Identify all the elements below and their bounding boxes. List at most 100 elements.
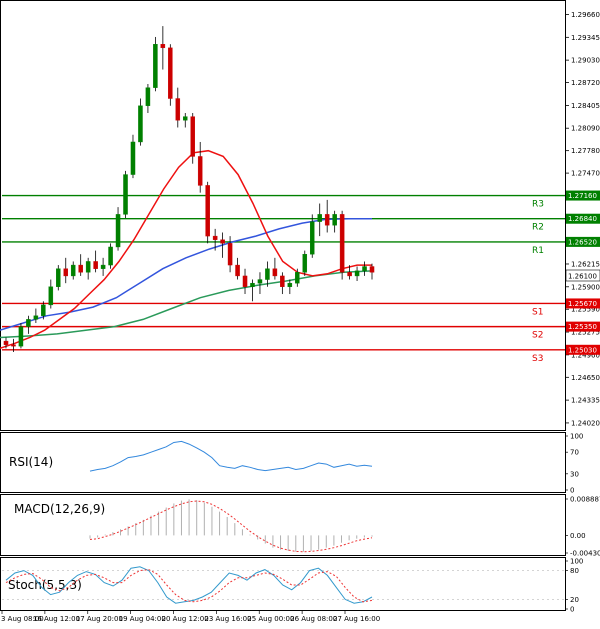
level-price-box bbox=[566, 213, 600, 224]
candle-body bbox=[205, 185, 210, 237]
main-tick-label: 1.24335 bbox=[571, 397, 600, 405]
main-tick-label: 1.27470 bbox=[571, 170, 600, 178]
candle-body bbox=[324, 214, 330, 226]
level-label-s2: S2 bbox=[532, 331, 543, 341]
time-label: 27 Aug 16:00 bbox=[333, 615, 380, 623]
rsi-tick-label: 0 bbox=[570, 487, 574, 495]
candle-body bbox=[280, 275, 285, 287]
candle-body bbox=[183, 116, 188, 121]
candle-body bbox=[265, 268, 270, 280]
rsi-axis: 100 70 30 0 bbox=[565, 433, 583, 495]
level-price-box bbox=[566, 190, 600, 201]
main-tick-label: 1.27780 bbox=[571, 147, 600, 155]
candle-body bbox=[332, 214, 337, 226]
level-label-r3: R3 bbox=[532, 200, 544, 210]
main-tick-label: 1.28405 bbox=[571, 102, 600, 110]
level-price-text: 1.27160 bbox=[568, 192, 597, 200]
candle-body bbox=[18, 326, 24, 347]
macd-signal-line bbox=[89, 500, 373, 553]
macd-tick-label: 0.008887 bbox=[570, 496, 600, 504]
macd-panel: MACD(12,26,9) 0.008887 0.00 -0.004303 bbox=[0, 494, 600, 558]
candle-body bbox=[272, 268, 278, 277]
macd-axis: 0.008887 0.00 -0.004303 bbox=[565, 496, 600, 558]
macd-tick-label: 0.00 bbox=[570, 532, 586, 540]
main-tick-label: 1.24650 bbox=[571, 374, 600, 382]
ma-fast-line bbox=[0, 149, 372, 350]
candle-body bbox=[168, 47, 173, 99]
candle-body bbox=[242, 275, 248, 287]
level-price-text: 1.25030 bbox=[568, 346, 597, 354]
level-price-box bbox=[566, 344, 600, 355]
time-label: 20 Aug 12:00 bbox=[162, 615, 209, 623]
time-label: 17 Aug 20:00 bbox=[76, 615, 123, 623]
candle-body bbox=[369, 266, 375, 273]
candle-body bbox=[227, 243, 233, 266]
candle-body bbox=[250, 282, 255, 287]
stoch-tick-label: 20 bbox=[570, 596, 579, 604]
candle-body bbox=[317, 214, 322, 222]
candle-body bbox=[48, 286, 54, 306]
candle-body bbox=[145, 87, 151, 106]
level-price-text: 1.25670 bbox=[568, 300, 597, 308]
candle-body bbox=[11, 344, 16, 347]
main-tick-label: 1.29030 bbox=[571, 57, 600, 65]
candle-body bbox=[235, 264, 240, 277]
main-tick-label: 1.24960 bbox=[571, 351, 600, 359]
candle-body bbox=[138, 105, 143, 143]
candle-body bbox=[295, 272, 300, 284]
candle-body bbox=[339, 214, 345, 273]
candle-body bbox=[56, 268, 61, 287]
main-tick-label: 1.24020 bbox=[571, 419, 600, 427]
rsi-label: RSI(14) bbox=[9, 455, 53, 469]
rsi-panel: RSI(14) 100 70 30 0 bbox=[0, 432, 583, 495]
candle-body bbox=[108, 246, 113, 266]
main-tick-label: 1.26215 bbox=[571, 260, 600, 268]
time-label: 16 Aug 12:00 bbox=[33, 615, 80, 623]
pivot-levels: R3 1.27160 R2 1.26840 R1 1.26520 S1 1.25670 S2 1.… bbox=[2, 190, 600, 364]
level-price-text: 1.26520 bbox=[568, 238, 597, 246]
time-label: 25 Aug 00:00 bbox=[247, 615, 294, 623]
candle-body bbox=[78, 264, 83, 273]
time-label: 3 Aug 08:00 bbox=[1, 615, 44, 623]
main-panel: 1.29660 1.29345 1.29030 1.28720 1.28405 1.280… bbox=[0, 0, 600, 431]
time-label: 19 Aug 04:00 bbox=[119, 615, 166, 623]
current-price-label: 1.26100 bbox=[565, 269, 600, 282]
candle-body bbox=[347, 272, 352, 277]
candle-body bbox=[3, 340, 9, 345]
rsi-line bbox=[89, 440, 373, 472]
level-price-text: 1.26840 bbox=[568, 215, 597, 223]
current-price-text: 1.26100 bbox=[568, 273, 597, 281]
candle-body bbox=[115, 214, 121, 248]
candle-body bbox=[93, 261, 98, 269]
candle-body bbox=[160, 44, 166, 49]
main-tick-label: 1.29660 bbox=[571, 11, 600, 19]
stoch-tick-label: 100 bbox=[570, 558, 583, 566]
level-label-r2: R2 bbox=[532, 223, 544, 233]
candle-body bbox=[190, 116, 195, 157]
stoch-tick-label: 0 bbox=[570, 606, 574, 614]
candle-body bbox=[63, 268, 69, 277]
candle-body bbox=[302, 254, 308, 273]
time-label: 26 Aug 08:00 bbox=[290, 615, 337, 623]
main-tick-label: 1.28090 bbox=[571, 125, 600, 133]
rsi-line bbox=[89, 440, 373, 472]
candle-body bbox=[153, 44, 158, 88]
macd-label: MACD(12,26,9) bbox=[14, 502, 105, 516]
candle-body bbox=[257, 279, 263, 284]
candle-body bbox=[197, 156, 203, 186]
candle-body bbox=[212, 235, 218, 240]
candle-body bbox=[26, 319, 31, 327]
candle-body bbox=[287, 282, 293, 287]
macd-tick-label: -0.004303 bbox=[570, 550, 600, 558]
candle-body bbox=[70, 264, 76, 277]
candle-body bbox=[220, 239, 225, 244]
rsi-tick-label: 100 bbox=[570, 433, 583, 441]
macd-histogram bbox=[89, 499, 373, 553]
level-price-text: 1.25350 bbox=[568, 323, 597, 331]
candle-body bbox=[362, 266, 367, 272]
candle-body bbox=[85, 261, 91, 273]
level-label-s3: S3 bbox=[532, 354, 543, 364]
level-price-box bbox=[566, 236, 600, 247]
level-price-box bbox=[566, 298, 600, 309]
